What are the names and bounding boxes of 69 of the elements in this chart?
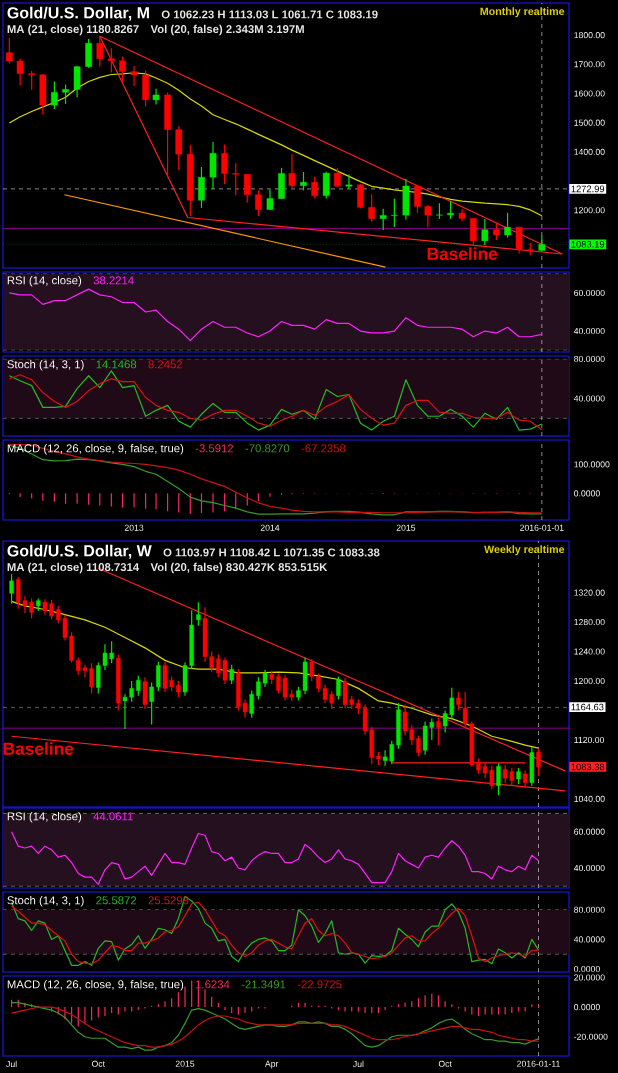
x-tick-label: 2016-01-01 — [520, 524, 564, 531]
annotation: -21.3491 — [241, 980, 286, 989]
y-tick-label: 0.0000 — [574, 965, 600, 973]
annotation: Vol (20, false) 830.427K 853.515K — [150, 562, 328, 574]
y-tick-label: 1240.00 — [574, 648, 605, 655]
annotation: 8.2452 — [148, 360, 183, 369]
annotation: -3.5912 — [195, 444, 234, 453]
annotation: O 1062.23 H 1113.03 L 1061.71 C 1083.19 — [161, 10, 378, 19]
annotation: 1.6234 — [196, 980, 230, 989]
x-tick-label: Oct — [438, 1060, 452, 1067]
annotation: -22.9725 — [297, 980, 342, 989]
annotation: O 1103.97 H 1108.42 L 1071.35 C 1083.38 — [163, 548, 380, 557]
annotation: 14.1468 — [96, 360, 137, 369]
y-tick-label: 40.0000 — [573, 936, 605, 943]
ref-line-label: 1272.99 — [571, 185, 605, 193]
y-tick-label: 1200.00 — [574, 677, 605, 685]
y-tick-label: 1040.00 — [574, 795, 605, 802]
y-tick-label: 100.0000 — [574, 461, 610, 468]
annotation: Vol (20, false) 2.343M 3.197M — [150, 24, 304, 36]
annotation: MA (21, close) 1108.7314 — [7, 562, 140, 574]
y-tick-label: 80.0000 — [574, 906, 605, 913]
x-tick-label: Jul — [6, 1060, 17, 1068]
x-tick-label: 2013 — [124, 524, 144, 531]
y-tick-label: 1280.00 — [574, 619, 605, 626]
x-tick-label: 2015 — [175, 1060, 195, 1067]
y-tick-label: 0.0000 — [574, 1004, 600, 1011]
y-tick-label: 1320.00 — [574, 589, 605, 596]
annotation: 38.2214 — [93, 276, 134, 285]
ref-line-label: 1164.63 — [571, 703, 604, 711]
y-tick-label: 40.0000 — [573, 327, 605, 335]
chart-title: Gold/U.S. Dollar, W — [7, 544, 152, 559]
chart-subtitle: Monthly realtime — [480, 7, 565, 18]
x-tick-label: Apr — [264, 1060, 279, 1069]
y-tick-label: 1600.00 — [574, 90, 605, 97]
y-tick-label: 1700.00 — [574, 61, 605, 68]
annotation: 44.0611 — [93, 812, 133, 821]
y-tick-label: 40.0000 — [573, 864, 605, 872]
chart-title: RSI (14, close) — [7, 276, 82, 287]
y-tick-label: 1200.00 — [574, 207, 605, 214]
y-tick-label: -20.0000 — [574, 1033, 608, 1040]
y-tick-label: 80.0000 — [574, 355, 605, 363]
x-tick-label: Jul — [353, 1060, 364, 1068]
y-tick-label: 1800.00 — [574, 32, 605, 39]
chart-title: Gold/U.S. Dollar, M — [7, 6, 149, 21]
y-tick-label: 0.0000 — [574, 490, 600, 497]
y-tick-label: 1120.00 — [574, 736, 605, 744]
annotation: MA (21, close) 1180.8267 — [7, 24, 139, 36]
ref-line-label: 1083.38 — [571, 763, 605, 771]
x-tick-label: Oct — [91, 1060, 105, 1067]
y-tick-label: 40.0000 — [573, 395, 605, 402]
y-tick-label: 1400.00 — [574, 148, 605, 155]
chart-subtitle: Weekly realtime — [484, 545, 565, 556]
annotation: -70.8270 — [245, 444, 290, 453]
y-tick-label: 60.0000 — [574, 828, 605, 835]
x-tick-label: 2016-01-11 — [517, 1060, 560, 1067]
y-tick-label: 1500.00 — [574, 119, 605, 126]
y-tick-label: 20.0000 — [574, 974, 605, 981]
chart-title: RSI (14, close) — [7, 812, 82, 823]
chart-title: Stoch (14, 3, 1) — [7, 896, 84, 907]
annotation: Baseline — [3, 742, 74, 755]
chart-title: Stoch (14, 3, 1) — [7, 360, 84, 371]
x-tick-label: 2015 — [396, 524, 416, 531]
chart-title: MACD (12, 26, close, 9, false, true) — [7, 980, 184, 991]
ref-line-label: 1083.19 — [571, 241, 605, 248]
annotation: 25.5872 — [96, 896, 137, 905]
y-tick-label: 60.0000 — [574, 289, 605, 297]
x-tick-label: 2014 — [260, 524, 280, 531]
annotation: -67.2358 — [301, 444, 346, 453]
annotation: Baseline — [427, 247, 498, 261]
